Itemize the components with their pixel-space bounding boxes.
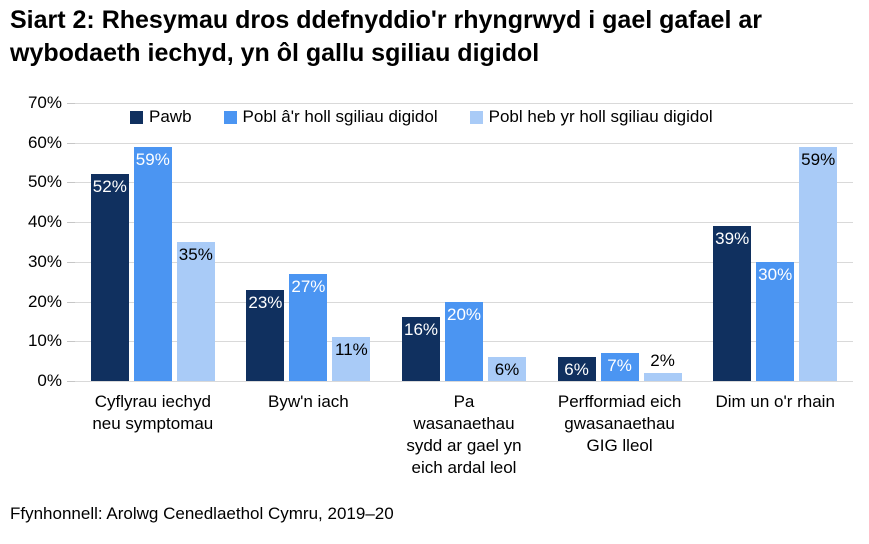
- source-note: Ffynhonnell: Arolwg Cenedlaethol Cymru, …: [10, 504, 394, 523]
- bar-value-label: 52%: [92, 177, 127, 197]
- y-axis-label: 70%: [27, 93, 62, 112]
- bar: [402, 317, 440, 381]
- bar-value-label: 6%: [494, 360, 520, 380]
- gridline: [75, 381, 853, 382]
- y-axis-tick: [67, 301, 75, 303]
- gridline: [75, 222, 853, 224]
- bar-value-label: 35%: [178, 245, 213, 264]
- chart-title: Siart 2: Rhesymau dros ddefnyddio'r rhyn…: [10, 6, 762, 67]
- bar-value-label: 6%: [564, 360, 589, 380]
- bar-value-label: 7%: [607, 356, 632, 376]
- bar-value-label: 30%: [758, 264, 793, 284]
- bar: [445, 301, 483, 381]
- category-label: Dim un o'r rhain: [715, 392, 835, 411]
- gridline: [75, 182, 853, 184]
- bar: [488, 357, 526, 381]
- bar: [600, 353, 639, 381]
- bar-value-label: 23%: [248, 292, 283, 312]
- bar: [332, 337, 371, 381]
- y-axis-tick: [67, 222, 75, 224]
- bar-value-label: 2%: [650, 351, 675, 371]
- legend-label: Pawb: [149, 107, 192, 126]
- bar-value-label: 59%: [801, 149, 836, 169]
- y-axis-tick: [67, 341, 75, 343]
- legend-item: Pobl heb yr holl sgiliau digidol: [469, 107, 713, 127]
- legend-item: Pawb: [130, 107, 192, 127]
- bar-value-label: 59%: [135, 149, 170, 169]
- y-axis-label: 50%: [27, 172, 62, 192]
- bar-value-label: 39%: [715, 229, 750, 249]
- legend-swatch: [469, 110, 483, 124]
- bar: [799, 146, 838, 381]
- bar: [713, 226, 752, 381]
- bar-value-label: 20%: [446, 304, 482, 324]
- legend: Pawb Pobl â'r holl sgiliau digidol Pobl he…: [130, 107, 713, 127]
- legend-label: Pobl heb yr holl sgiliau digidol: [488, 107, 713, 126]
- gridline: [75, 103, 853, 104]
- y-axis-tick: [67, 261, 75, 263]
- bar: [133, 146, 172, 381]
- category-label: Pa wasanaethau sydd ar gael yn eich arda…: [406, 392, 522, 477]
- bar: [289, 273, 328, 381]
- y-axis-label: 20%: [27, 291, 62, 311]
- bar: [90, 174, 129, 381]
- bar: [176, 242, 215, 381]
- category-label: Perfformiad eich gwasanaethau GIG lleol: [557, 392, 682, 455]
- gridline: [75, 261, 853, 263]
- category-label: Byw'n iach: [268, 392, 349, 411]
- bar-value-label: 16%: [403, 320, 439, 340]
- y-axis-tick: [67, 142, 75, 144]
- y-axis-label: 30%: [27, 251, 62, 271]
- y-axis-tick: [67, 381, 75, 382]
- bar-value-label: 11%: [335, 340, 368, 360]
- y-axis-tick: [67, 103, 75, 104]
- legend-item: Pobl â'r holl sgiliau digidol: [223, 107, 438, 127]
- bar: [557, 357, 596, 381]
- legend-swatch: [223, 110, 237, 124]
- y-axis-label: 0%: [37, 371, 62, 390]
- bar: [246, 289, 285, 381]
- bar: [756, 261, 795, 381]
- y-axis-label: 10%: [27, 331, 62, 351]
- bar-value-label: 27%: [291, 276, 326, 296]
- gridline: [75, 142, 853, 144]
- y-axis-tick: [67, 182, 75, 184]
- legend-swatch: [130, 110, 143, 124]
- y-axis-label: 40%: [27, 212, 62, 232]
- category-label: Cyflyrau iechyd neu symptomau: [92, 392, 214, 433]
- bar: [643, 373, 682, 381]
- legend-label: Pobl â'r holl sgiliau digidol: [242, 107, 438, 126]
- y-axis-label: 60%: [27, 132, 62, 152]
